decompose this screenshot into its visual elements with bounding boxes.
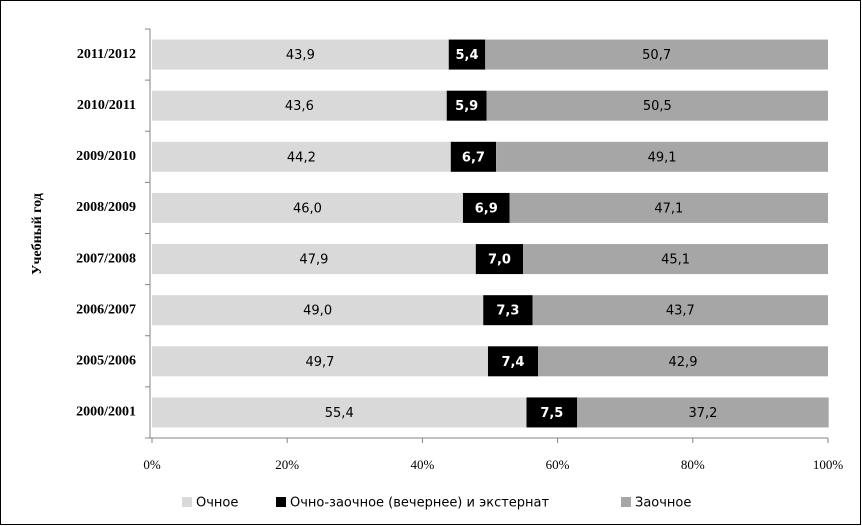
y-tick-label: 2008/2009 (76, 200, 136, 215)
bar-segment (152, 192, 463, 223)
y-tick-label: 2007/2008 (76, 251, 136, 266)
data-label: 7,4 (501, 355, 524, 370)
bar-segment (486, 90, 828, 121)
data-label: 47,9 (299, 253, 328, 268)
legend-label: Очно-заочное (вечернее) и экстернат (290, 496, 550, 511)
data-label: 47,1 (654, 201, 683, 216)
data-label: 45,1 (661, 253, 690, 268)
bar-segment (485, 39, 828, 70)
data-label: 7,3 (496, 304, 519, 319)
bar-segment (509, 192, 828, 223)
bar-segment (523, 244, 828, 275)
data-label: 50,7 (642, 48, 671, 63)
bar-segment (152, 397, 527, 428)
data-label: 50,5 (643, 99, 672, 114)
x-tick-label: 60% (546, 457, 570, 472)
data-label: 49,1 (648, 150, 677, 165)
legend-label: Очное (196, 496, 238, 511)
bar-segment (448, 39, 486, 70)
bar-segment (526, 397, 578, 428)
legend-label: Заочное (635, 496, 691, 511)
data-label: 49,0 (303, 304, 332, 319)
data-label: 6,9 (475, 201, 498, 216)
data-label: 43,6 (285, 99, 314, 114)
legend-swatch (182, 497, 192, 507)
y-tick-label: 2000/2001 (76, 405, 136, 420)
data-label: 5,9 (455, 99, 478, 114)
data-label: 6,7 (462, 150, 485, 165)
bar-segment (152, 39, 449, 70)
data-label: 43,9 (286, 48, 315, 63)
bar-segment (152, 141, 451, 172)
bar-segment (487, 346, 538, 377)
bar-segment (532, 295, 828, 326)
bar-segment (450, 141, 497, 172)
bar-segment (475, 244, 524, 275)
x-tick-label: 20% (275, 457, 299, 472)
data-label: 37,2 (688, 406, 717, 421)
data-label: 46,0 (293, 201, 322, 216)
data-label: 44,2 (287, 150, 316, 165)
y-tick-label: 2010/2011 (77, 98, 136, 113)
data-label: 43,7 (666, 304, 695, 319)
data-label: 49,7 (306, 355, 335, 370)
data-label: 42,9 (669, 355, 698, 370)
data-label: 55,4 (325, 406, 354, 421)
legend-swatch (621, 497, 631, 507)
bar-segment (577, 397, 829, 428)
legend-swatch (276, 497, 286, 507)
bar-segment (496, 141, 828, 172)
y-tick-label: 2009/2010 (76, 149, 136, 164)
x-tick-label: 80% (681, 457, 705, 472)
data-label: 7,5 (540, 406, 563, 421)
bar-segment (152, 90, 447, 121)
bar-segment (152, 295, 484, 326)
y-tick-label: 2006/2007 (76, 302, 136, 317)
y-tick-label: 2011/2012 (77, 47, 136, 62)
x-tick-label: 100% (813, 457, 844, 472)
bar-segment (483, 295, 533, 326)
y-tick-label: 2005/2006 (76, 354, 136, 369)
bar-segment (152, 346, 488, 377)
x-tick-label: 40% (410, 457, 434, 472)
x-tick-label: 0% (143, 457, 161, 472)
bar-segment (152, 244, 476, 275)
bar-segment (537, 346, 828, 377)
data-label: 7,0 (488, 253, 511, 268)
bar-segment (462, 192, 510, 223)
bar-segment (446, 90, 487, 121)
y-axis-label: Учебный год (30, 193, 45, 275)
data-label: 5,4 (456, 48, 479, 63)
